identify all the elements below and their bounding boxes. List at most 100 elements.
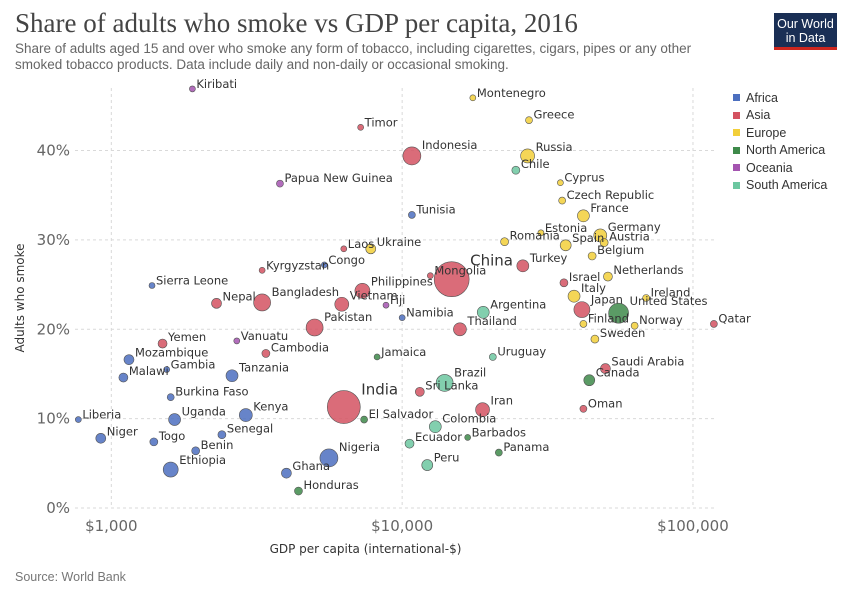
point-ukraine[interactable] — [365, 243, 377, 255]
point-finland[interactable] — [579, 320, 588, 328]
point-china[interactable] — [433, 261, 470, 298]
point-ireland[interactable] — [642, 294, 650, 302]
point-uruguay[interactable] — [489, 353, 497, 361]
point-cyprus[interactable] — [557, 179, 564, 187]
point-nepal[interactable] — [211, 298, 222, 309]
point-peru[interactable] — [421, 459, 434, 471]
point-burkina-faso[interactable] — [166, 393, 175, 401]
point-fiji[interactable] — [382, 301, 390, 309]
point-yemen[interactable] — [157, 338, 168, 349]
point-brazil[interactable] — [435, 374, 454, 392]
point-jamaica[interactable] — [373, 353, 381, 361]
point-tunisia[interactable] — [408, 211, 416, 219]
point-italy[interactable] — [567, 289, 581, 303]
point-vanuatu[interactable] — [233, 337, 241, 345]
point-indonesia[interactable] — [402, 146, 422, 166]
point-label: Montenegro — [477, 86, 546, 100]
point-czech-republic[interactable] — [558, 196, 566, 205]
point-spain[interactable] — [559, 239, 572, 252]
legend-item-oceania[interactable]: Oceania — [733, 159, 827, 177]
point-india[interactable] — [326, 390, 361, 424]
point-estonia[interactable] — [537, 229, 545, 237]
point-ethiopia[interactable] — [162, 461, 179, 478]
point-sweden[interactable] — [590, 334, 600, 344]
point-montenegro[interactable] — [469, 94, 477, 102]
point-chile[interactable] — [511, 165, 521, 175]
point-sierra-leone[interactable] — [148, 282, 156, 289]
point-thailand[interactable] — [453, 322, 467, 337]
point-el-salvador[interactable] — [360, 415, 368, 424]
point-greece[interactable] — [525, 116, 533, 124]
point-honduras[interactable] — [294, 486, 303, 496]
point-label: Spain — [572, 231, 604, 245]
point-ecuador[interactable] — [404, 438, 415, 449]
point-france[interactable] — [577, 209, 590, 223]
point-tanzania[interactable] — [225, 369, 239, 383]
point-belgium[interactable] — [587, 251, 597, 261]
point-label: Qatar — [718, 311, 751, 325]
point-gambia[interactable] — [163, 366, 170, 373]
legend-item-south-america[interactable]: South America — [733, 177, 827, 195]
point-congo[interactable] — [321, 261, 328, 269]
point-kiribati[interactable] — [189, 85, 196, 93]
point-turkey[interactable] — [516, 259, 530, 273]
point-label: Oman — [588, 396, 623, 410]
y-axis-title: Adults who smoke — [13, 243, 27, 352]
legend-swatch — [733, 181, 740, 189]
legend-item-north-america[interactable]: North America — [733, 142, 827, 160]
legend-item-europe[interactable]: Europe — [733, 124, 827, 142]
point-timor[interactable] — [357, 124, 364, 131]
point-uganda[interactable] — [168, 413, 181, 426]
y-tick-label: 20% — [37, 320, 70, 338]
point-papua-new-guinea[interactable] — [276, 179, 284, 188]
point-barbados[interactable] — [464, 434, 471, 441]
point-cambodia[interactable] — [261, 349, 271, 358]
owid-logo[interactable]: Our World in Data — [774, 13, 837, 50]
point-niger[interactable] — [95, 432, 107, 444]
point-mongolia[interactable] — [427, 272, 434, 279]
point-label: Romania — [510, 229, 560, 243]
point-ghana[interactable] — [281, 467, 292, 479]
point-romania[interactable] — [500, 237, 509, 247]
point-nigeria[interactable] — [319, 448, 339, 468]
point-panama[interactable] — [495, 448, 503, 457]
legend-item-asia[interactable]: Asia — [733, 107, 827, 125]
point-laos[interactable] — [340, 245, 348, 253]
point-saudi-arabia[interactable] — [600, 363, 611, 374]
point-philippines[interactable] — [354, 283, 371, 299]
point-label: Kenya — [253, 400, 288, 414]
point-label: Vanuatu — [241, 329, 288, 343]
point-namibia[interactable] — [398, 314, 406, 321]
point-united-states[interactable] — [608, 302, 629, 324]
data-points — [75, 85, 718, 496]
point-togo[interactable] — [149, 437, 159, 447]
point-kyrgyzstan[interactable] — [258, 266, 266, 274]
point-colombia[interactable] — [428, 420, 442, 433]
point-label: Japan — [590, 293, 623, 307]
point-qatar[interactable] — [710, 320, 718, 328]
point-liberia[interactable] — [75, 416, 82, 423]
point-vietnam[interactable] — [334, 296, 350, 312]
point-mozambique[interactable] — [123, 354, 135, 365]
point-austria[interactable] — [599, 238, 609, 247]
point-iran[interactable] — [475, 402, 490, 418]
point-pakistan[interactable] — [305, 318, 324, 337]
point-japan[interactable] — [573, 301, 591, 318]
point-russia[interactable] — [520, 148, 535, 164]
point-malawi[interactable] — [118, 372, 129, 383]
legend-swatch — [733, 94, 740, 102]
point-senegal[interactable] — [217, 430, 227, 440]
point-bangladesh[interactable] — [253, 293, 271, 312]
point-benin[interactable] — [191, 446, 200, 456]
point-israel[interactable] — [559, 278, 569, 288]
point-norway[interactable] — [630, 321, 639, 330]
point-label: Ireland — [651, 286, 691, 300]
legend-item-africa[interactable]: Africa — [733, 89, 827, 107]
point-argentina[interactable] — [476, 305, 490, 319]
point-netherlands[interactable] — [603, 271, 613, 282]
point-label: Barbados — [472, 425, 526, 439]
point-canada[interactable] — [583, 374, 596, 387]
point-sri-lanka[interactable] — [415, 387, 425, 397]
point-kenya[interactable] — [239, 408, 253, 422]
point-oman[interactable] — [579, 405, 588, 413]
